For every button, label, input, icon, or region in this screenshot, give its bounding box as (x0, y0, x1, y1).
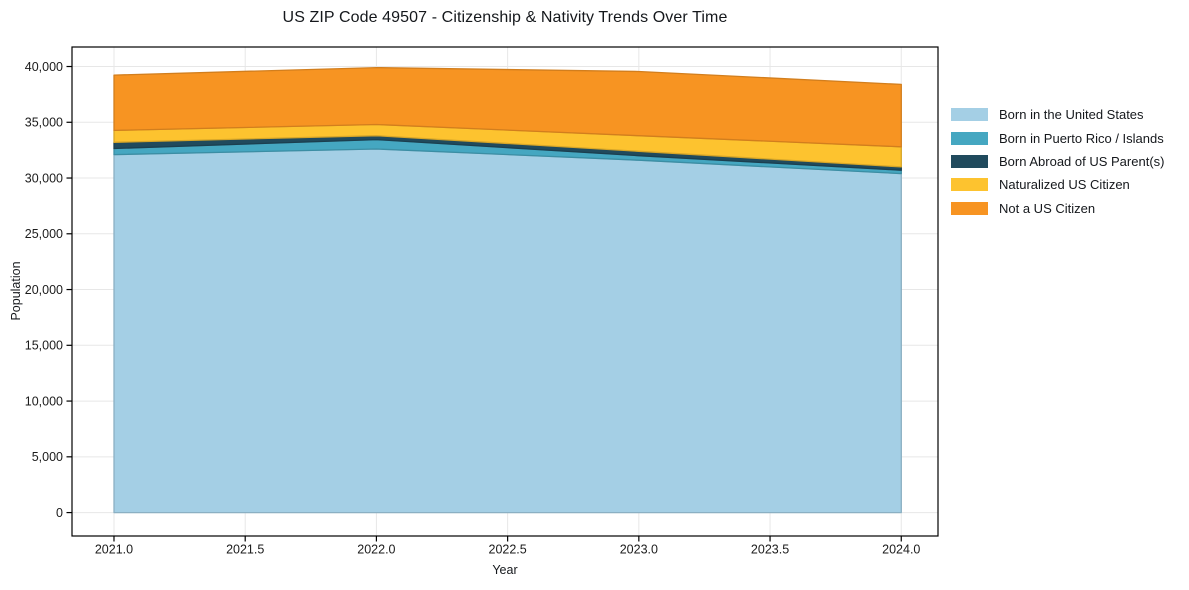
chart-title: US ZIP Code 49507 - Citizenship & Nativi… (282, 9, 728, 26)
x-axis-label: Year (492, 563, 518, 577)
y-axis-label: Population (9, 261, 23, 321)
legend-item: Born in the United States (951, 103, 1164, 126)
legend-swatch-icon (951, 108, 988, 122)
x-tick-label: 2022.5 (489, 543, 527, 557)
x-tick-label: 2023.5 (751, 543, 789, 557)
y-tick-label: 35,000 (25, 116, 63, 130)
x-tick-label: 2021.5 (226, 543, 264, 557)
legend-item: Not a US Citizen (951, 197, 1164, 220)
x-tick-label: 2023.0 (620, 543, 658, 557)
legend-swatch-icon (951, 154, 988, 168)
legend-item: Born Abroad of US Parent(s) (951, 150, 1164, 173)
legend-swatch-icon (951, 131, 988, 145)
x-tick-label: 2021.0 (95, 543, 133, 557)
y-tick-label: 10,000 (25, 394, 63, 408)
area-not-a-us-citizen (113, 66, 902, 148)
area-born-in-the-united-states (113, 148, 902, 514)
legend-item: Born in Puerto Rico / Islands (951, 126, 1164, 149)
legend-item-label: Naturalized US Citizen (999, 177, 1130, 193)
y-tick-label: 30,000 (25, 171, 63, 185)
legend-swatch-icon (951, 201, 988, 215)
plot-border (71, 46, 939, 537)
legend: Born in the United States Born in Puerto… (951, 103, 1164, 220)
y-tick-label: 5,000 (32, 450, 63, 464)
y-tick-label: 0 (56, 506, 63, 520)
x-tick-label: 2024.0 (882, 543, 920, 557)
legend-item-label: Born in the United States (999, 107, 1144, 123)
y-tick-label: 15,000 (25, 339, 63, 353)
y-tick-label: 20,000 (25, 283, 63, 297)
y-tick-label: 25,000 (25, 227, 63, 241)
x-tick-label: 2022.0 (357, 543, 395, 557)
legend-item-label: Not a US Citizen (999, 200, 1096, 216)
legend-item-label: Born Abroad of US Parent(s) (999, 153, 1165, 169)
legend-item: Naturalized US Citizen (951, 173, 1164, 196)
y-tick-label: 40,000 (25, 60, 63, 74)
legend-item-label: Born in Puerto Rico / Islands (999, 130, 1164, 146)
legend-swatch-icon (951, 178, 988, 192)
